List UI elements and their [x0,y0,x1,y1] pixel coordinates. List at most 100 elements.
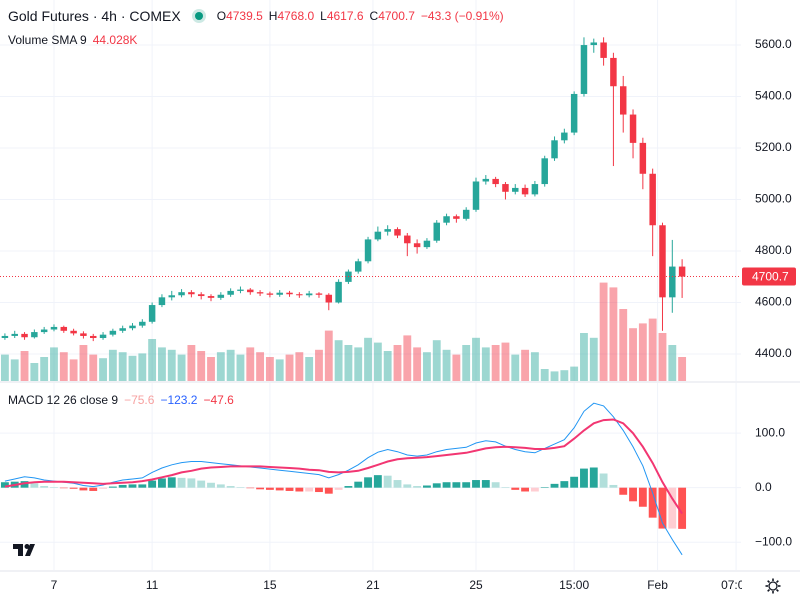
volume-bar [20,351,29,381]
volume-bar [216,352,225,381]
histogram-bar [128,484,137,488]
histogram-bar [619,487,628,495]
volume-bar [530,352,539,381]
histogram-bar [599,473,608,488]
market-status[interactable] [194,12,203,20]
volume-bar [265,357,274,381]
histogram-bar [30,483,39,488]
candle-body [433,222,440,241]
candle-body [168,295,175,298]
volume-bar [138,353,147,381]
histogram-bar [20,481,29,488]
volume-bar [501,342,510,381]
histogram-bar [491,482,500,488]
candle-body [404,235,411,244]
volume-bar [246,347,255,381]
volume-bar [550,371,559,381]
candle-body [619,86,627,115]
volume-bar [99,358,107,381]
volume-bar [403,335,412,381]
ohlc-value: 4739.5 [226,9,263,23]
volume-bar [275,359,284,381]
volume-bar [50,347,58,381]
volume-bar [521,349,530,381]
volume-bar [315,349,323,381]
volume-bar [148,339,157,381]
volume-bar [236,354,245,381]
candle-body [570,93,578,133]
candle-body [541,158,548,185]
ohlc-value: 4617.6 [326,9,364,23]
candle-body [443,216,450,223]
volume-bar [580,333,588,381]
histogram-bar [167,477,176,488]
volume-bar [59,352,68,381]
histogram-bar [629,487,637,502]
histogram-bar [511,487,520,490]
y-tick-label: 5200.0 [755,140,792,154]
candle-body [70,330,77,334]
settings-icon [775,580,779,584]
volume-bar [462,345,471,381]
volume-bar [10,359,19,381]
candle-body [266,293,274,295]
candle-body [11,333,18,336]
histogram-bar [285,487,294,491]
volume-bar [128,355,137,381]
candle-body [325,294,333,303]
volume-legend: Volume SMA 9 44.028K [8,33,143,47]
candle-body [678,266,686,277]
volume-bar [69,359,78,381]
settings-button[interactable] [765,578,781,594]
candle-body [99,334,107,339]
volume-sma: 44.028K [92,33,138,47]
histogram-bar [197,480,206,488]
candle-body [197,294,205,297]
histogram-bar [413,486,422,488]
histogram-bar [40,486,49,488]
logo[interactable] [13,544,35,556]
ohlc-value: 4700.7 [378,9,415,23]
volume-bar [226,349,235,381]
volume-bar [423,352,431,381]
candle-body [139,321,146,326]
candle-body [649,173,656,226]
histogram-bar [108,486,117,488]
price-change: −43.3 (−0.91%) [420,9,504,23]
candle-body [296,294,303,296]
histogram-bar [393,480,402,488]
histogram-bar [118,484,127,488]
histogram-bar [0,482,9,488]
signal-line [4,418,683,515]
logo-mark [13,544,35,556]
macd-legend: MACD 12 26 close 9 −75.6 −123.2 −47.6 [8,393,240,407]
volume-bar [158,347,166,381]
candle-body [413,243,421,248]
histogram-bar [373,475,382,488]
volume-bar [619,309,628,381]
volume-bar [668,345,677,381]
candle-body [119,328,126,331]
histogram-bar [99,487,107,489]
axis-corner [742,572,800,600]
candle-body [60,326,68,331]
histogram-bar [324,487,333,494]
candle-body [188,292,195,295]
candle-body [1,335,9,339]
candle-body [590,42,598,46]
macd-value: −75.6 [124,393,155,407]
volume-bar [570,366,579,381]
histogram-bar [187,478,196,488]
volume-bar [393,345,402,381]
candle-body [227,290,234,295]
candle-body [600,42,607,58]
histogram-bar [59,487,68,489]
candle-body [453,216,460,219]
histogram-bar [275,487,284,491]
y-tick-label: 4800.0 [755,243,792,257]
volume-bar [0,354,9,381]
x-tick-label: 7 [51,578,58,592]
histogram-bar [256,487,265,490]
y-tick-label: 5400.0 [755,89,792,103]
